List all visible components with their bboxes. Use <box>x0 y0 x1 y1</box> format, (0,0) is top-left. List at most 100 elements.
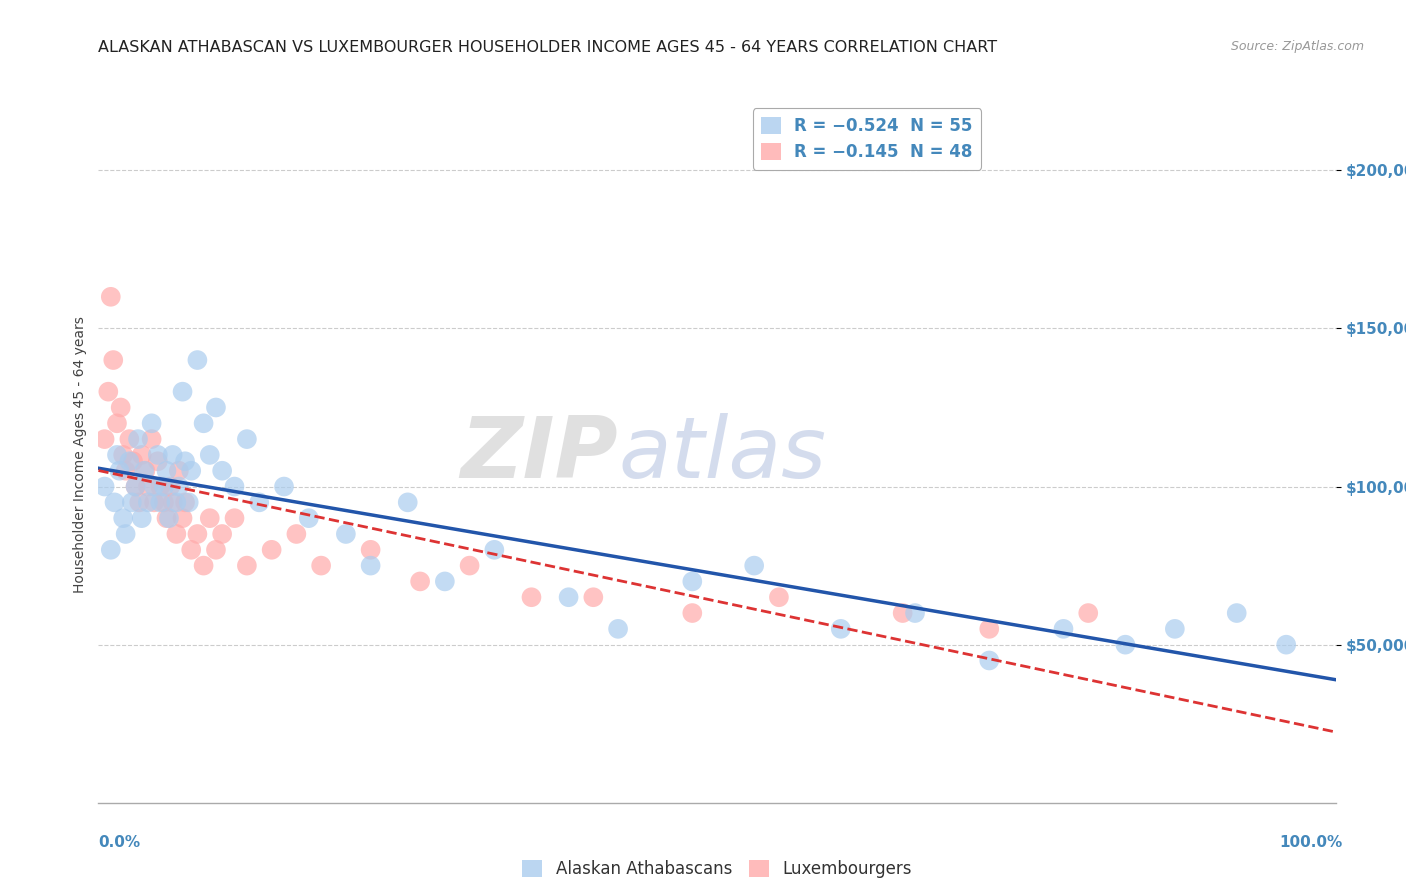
Point <box>768 591 790 605</box>
Point <box>136 479 159 493</box>
Point <box>155 511 177 525</box>
Point <box>1114 638 1136 652</box>
Point <box>681 606 703 620</box>
Text: 100.0%: 100.0% <box>1279 836 1343 850</box>
Point <box>165 495 187 509</box>
Point <box>131 448 153 462</box>
Point <box>167 479 190 493</box>
Text: 0.0%: 0.0% <box>98 836 141 850</box>
Point <box>118 432 141 446</box>
Point <box>108 464 131 478</box>
Point <box>236 558 259 573</box>
Point <box>260 542 283 557</box>
Point <box>103 353 125 368</box>
Point <box>153 495 176 509</box>
Point <box>607 622 630 636</box>
Point <box>180 542 202 557</box>
Point <box>112 448 135 462</box>
Point <box>105 448 128 462</box>
Point <box>127 432 149 446</box>
Point <box>136 495 159 509</box>
Legend: Alaskan Athabascans, Luxembourgers: Alaskan Athabascans, Luxembourgers <box>516 854 918 885</box>
Text: Source: ZipAtlas.com: Source: ZipAtlas.com <box>1230 40 1364 54</box>
Point <box>904 606 927 620</box>
Point <box>93 479 115 493</box>
Point <box>236 432 259 446</box>
Text: ZIP: ZIP <box>460 413 619 497</box>
Text: atlas: atlas <box>619 413 827 497</box>
Point <box>114 527 136 541</box>
Point <box>186 527 208 541</box>
Point <box>149 479 172 493</box>
Point <box>105 417 128 431</box>
Point <box>141 417 163 431</box>
Point <box>93 432 115 446</box>
Point <box>167 464 190 478</box>
Point <box>484 542 506 557</box>
Point <box>273 479 295 493</box>
Point <box>172 384 194 399</box>
Point <box>155 464 177 478</box>
Point <box>335 527 357 541</box>
Point <box>198 448 221 462</box>
Point <box>172 511 194 525</box>
Point <box>103 495 125 509</box>
Point <box>681 574 703 589</box>
Point <box>433 574 456 589</box>
Point <box>224 511 246 525</box>
Point <box>247 495 270 509</box>
Point <box>309 558 332 573</box>
Point <box>205 401 228 415</box>
Point <box>1164 622 1187 636</box>
Point <box>298 511 321 525</box>
Point <box>396 495 419 509</box>
Point <box>110 401 132 415</box>
Point <box>146 454 169 468</box>
Point <box>153 479 176 493</box>
Point <box>143 479 166 493</box>
Point <box>409 574 432 589</box>
Point <box>1226 606 1249 620</box>
Point <box>458 558 481 573</box>
Point <box>979 653 1001 667</box>
Point <box>131 511 153 525</box>
Point <box>134 464 156 478</box>
Point <box>198 511 221 525</box>
Point <box>157 511 180 525</box>
Point <box>285 527 308 541</box>
Point <box>186 353 208 368</box>
Point <box>211 527 233 541</box>
Point <box>112 511 135 525</box>
Text: ALASKAN ATHABASCAN VS LUXEMBOURGER HOUSEHOLDER INCOME AGES 45 - 64 YEARS CORRELA: ALASKAN ATHABASCAN VS LUXEMBOURGER HOUSE… <box>98 40 997 55</box>
Point <box>174 454 197 468</box>
Point <box>134 464 156 478</box>
Point <box>149 495 172 509</box>
Point <box>146 448 169 462</box>
Point <box>174 495 197 509</box>
Point <box>1275 638 1298 652</box>
Point <box>118 454 141 468</box>
Point <box>830 622 852 636</box>
Point <box>205 542 228 557</box>
Point <box>162 495 184 509</box>
Point <box>1052 622 1074 636</box>
Point <box>582 591 605 605</box>
Point <box>177 495 200 509</box>
Point <box>360 542 382 557</box>
Point <box>122 454 145 468</box>
Point <box>520 591 543 605</box>
Point <box>100 290 122 304</box>
Point <box>891 606 914 620</box>
Point <box>193 417 215 431</box>
Point <box>180 464 202 478</box>
Point <box>224 479 246 493</box>
Point <box>211 464 233 478</box>
Point <box>1077 606 1099 620</box>
Point <box>121 495 143 509</box>
Point <box>124 479 146 493</box>
Point <box>100 542 122 557</box>
Point <box>159 479 181 493</box>
Y-axis label: Householder Income Ages 45 - 64 years: Householder Income Ages 45 - 64 years <box>73 317 87 593</box>
Point <box>114 464 136 478</box>
Point <box>557 591 579 605</box>
